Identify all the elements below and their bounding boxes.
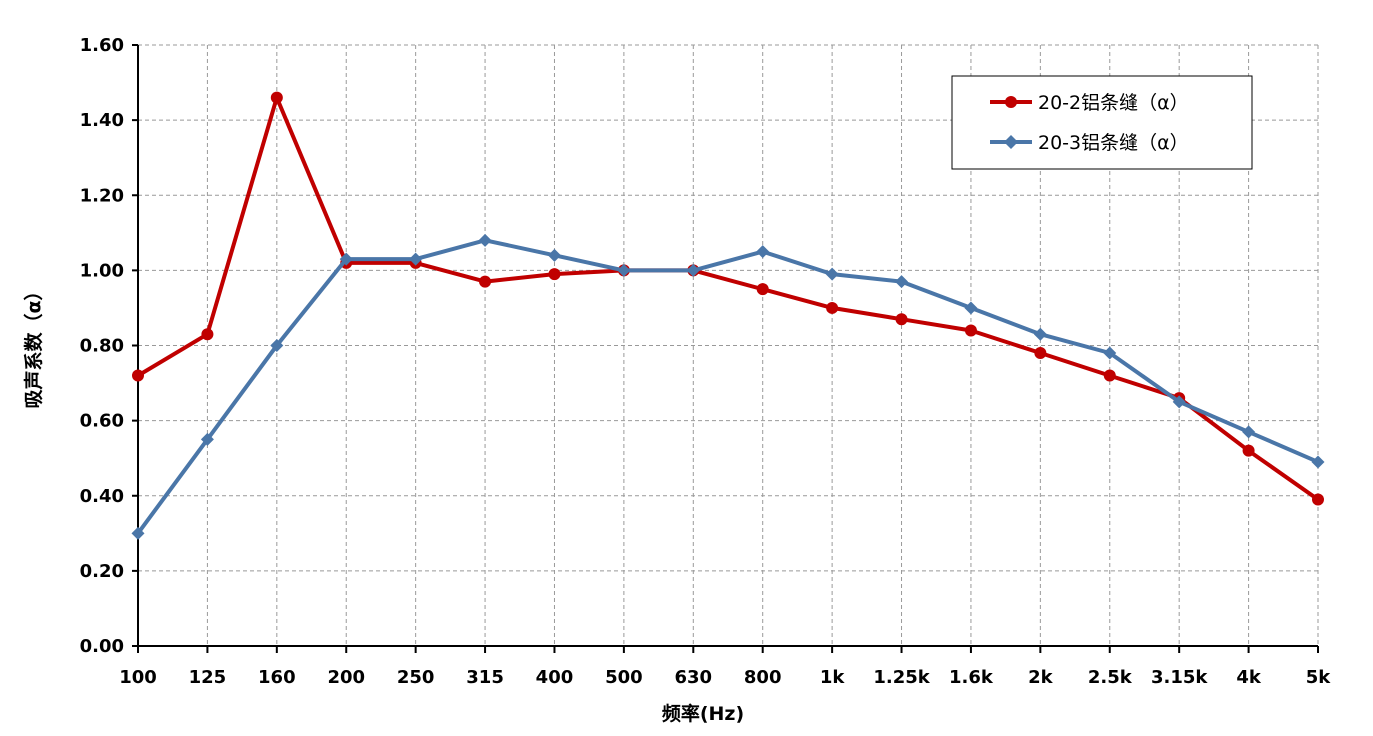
y-tick-label: 0.80 [80,336,124,357]
legend-marker-series-2 [1004,135,1018,149]
data-point-series-1 [201,328,214,341]
data-point-series-2 [1311,455,1325,469]
y-tick-label: 1.40 [80,110,124,131]
series-2 [131,233,1325,540]
y-tick-label: 0.60 [80,411,124,432]
data-point-series-2 [131,526,145,540]
legend: 20-2铝条缝（α） 20-3铝条缝（α） [951,75,1253,170]
data-point-series-2 [825,267,839,281]
data-point-series-1 [548,268,561,281]
data-point-series-2 [895,275,909,289]
x-tick-label: 800 [744,667,782,688]
data-point-series-2 [756,245,770,259]
data-point-series-1 [479,275,492,288]
x-tick-label: 5k [1306,667,1332,688]
data-point-series-1 [1242,444,1255,457]
data-point-series-1 [826,301,839,314]
x-tick-label: 1.25k [873,667,930,688]
data-point-series-1 [1034,347,1047,360]
data-point-series-2 [339,252,353,266]
y-axis-title: 吸声系数（α） [22,281,45,408]
x-tick-labels: 100 125 160 200 250 315 400 500 630 800 1k 1.25k 1.6… [119,646,1331,688]
x-tick-label: 200 [327,667,365,688]
x-tick-label: 400 [536,667,574,688]
y-tick-label: 1.20 [80,185,124,206]
y-tick-label: 0.20 [80,561,124,582]
series-line-1 [136,95,1320,502]
x-tick-label: 250 [397,667,435,688]
x-tick-label: 1.6k [949,667,994,688]
x-tick-label: 2.5k [1088,667,1133,688]
data-point-series-2 [478,233,492,247]
x-tick-label: 1k [820,667,846,688]
legend-label-series-2: 20-3铝条缝（α） [1038,132,1189,154]
data-point-series-2 [200,432,214,446]
data-point-series-2 [1172,395,1186,409]
x-tick-label: 4k [1236,667,1262,688]
y-tick-label: 1.60 [80,35,124,56]
data-point-series-2 [547,248,561,262]
x-tick-label: 160 [258,667,296,688]
series-line-2 [136,238,1319,535]
data-point-series-2 [617,263,631,277]
legend-marker-series-1 [1005,96,1017,108]
x-tick-label: 500 [605,667,643,688]
legend-label-series-1: 20-2铝条缝（α） [1038,92,1189,114]
data-point-series-1 [756,283,769,296]
data-point-series-2 [409,252,423,266]
x-tick-label: 100 [119,667,157,688]
data-point-series-2 [686,263,700,277]
x-tick-label: 125 [189,667,227,688]
data-point-series-2 [1033,327,1047,341]
y-tick-label: 1.00 [80,260,124,281]
series-lines [131,91,1325,540]
data-point-series-1 [132,369,144,382]
y-tick-label: 0.40 [80,486,124,507]
y-tick-label: 0.00 [80,636,124,657]
x-tick-label: 630 [675,667,713,688]
data-point-series-2 [270,339,284,352]
data-point-series-2 [1103,346,1117,360]
data-point-series-1 [1312,493,1324,506]
y-tick-labels: 0.00 0.20 0.40 0.60 0.80 1.00 1.20 1.40 1.60 [80,35,138,657]
data-point-series-1 [1103,369,1116,382]
data-point-series-1 [964,324,977,337]
legend-box [951,75,1253,170]
data-point-series-2 [964,301,978,315]
x-tick-label: 2k [1028,667,1054,688]
x-tick-label: 3.15k [1151,667,1208,688]
x-tick-label: 315 [466,667,504,688]
data-point-series-1 [270,91,283,104]
data-point-series-1 [895,313,908,326]
data-point-series-2 [1242,425,1256,439]
x-axis-title: 频率(Hz) [662,702,744,725]
